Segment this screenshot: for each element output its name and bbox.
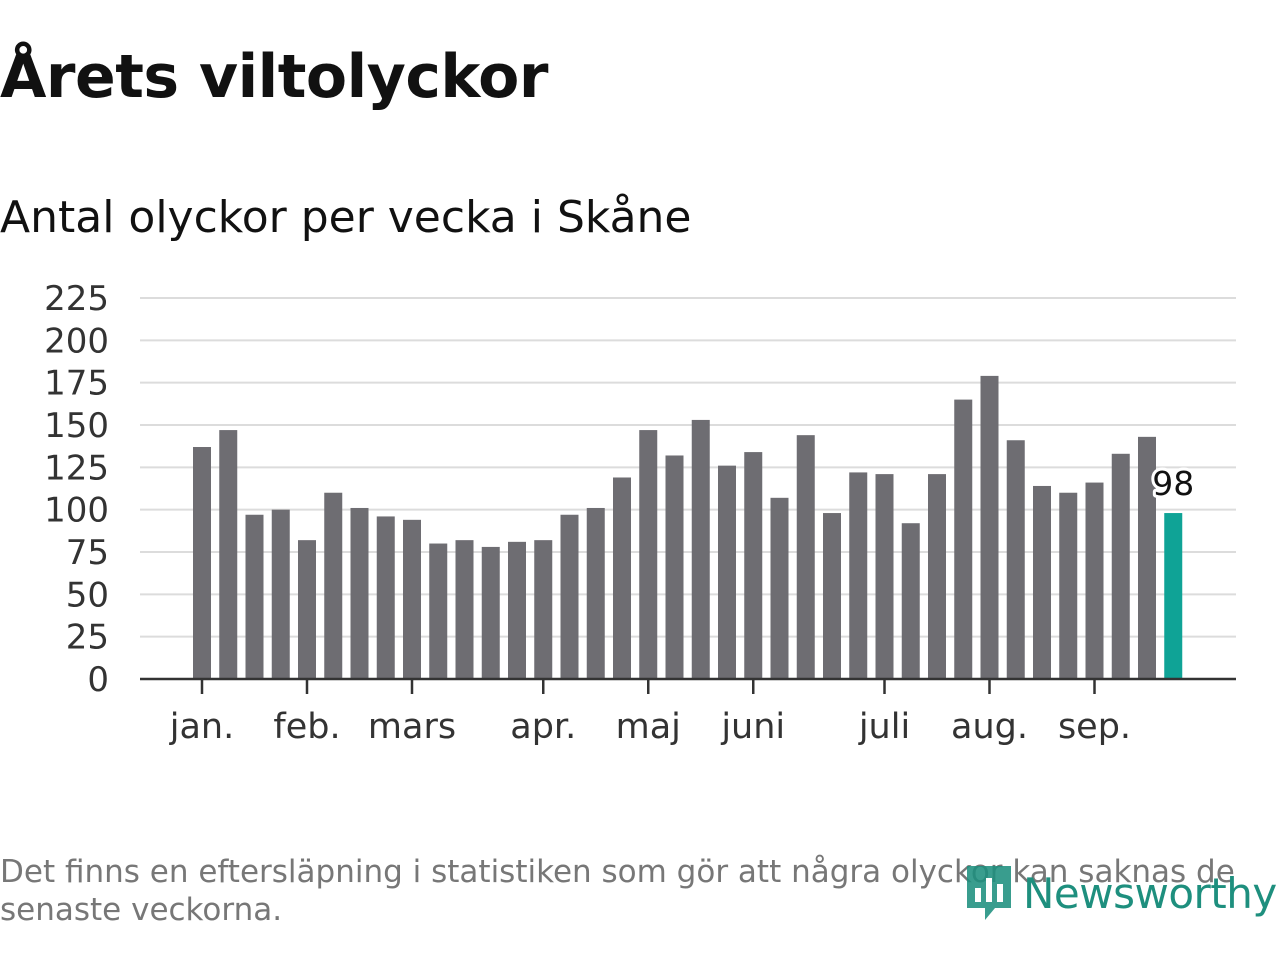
chart-subtitle: Antal olyckor per vecka i Skåne [0, 192, 692, 243]
x-tick-label: mars [368, 707, 456, 747]
bar [271, 509, 290, 679]
bar [718, 465, 736, 679]
bar [481, 546, 500, 679]
y-tick-label: 150 [44, 406, 109, 446]
y-tick-label: 100 [44, 491, 109, 531]
bar-highlight [1164, 513, 1183, 679]
bar [350, 507, 369, 679]
brand-name: Newsworthy [1023, 868, 1277, 918]
y-tick-label: 0 [87, 660, 109, 700]
bar [1033, 485, 1051, 679]
bar [455, 540, 474, 679]
bar [298, 540, 316, 679]
bar [1111, 453, 1130, 679]
x-tick-label: maj [616, 707, 681, 747]
y-tick-label: 50 [66, 575, 109, 615]
y-tick-label: 25 [66, 618, 109, 658]
x-tick-label: aug. [951, 707, 1028, 747]
bar [586, 507, 605, 679]
bar [1059, 492, 1078, 679]
gridlines [140, 297, 1236, 638]
bar [245, 514, 264, 679]
bar [901, 523, 920, 679]
y-tick-label: 125 [44, 448, 109, 488]
bar [744, 452, 763, 679]
bar [770, 497, 789, 679]
x-axis-ticks: jan. feb. mars apr. maj juni juli aug. sep. [169, 680, 1131, 747]
y-tick-label: 225 [44, 279, 109, 319]
bar [823, 513, 841, 679]
x-tick-label: sep. [1058, 707, 1131, 747]
x-tick-label: juni [720, 707, 785, 747]
bar [534, 540, 553, 679]
bar [219, 430, 238, 679]
bar [429, 543, 448, 679]
data-label: 98 [1152, 464, 1194, 503]
bar [560, 514, 579, 679]
bar [954, 399, 973, 679]
x-tick-label: apr. [510, 707, 576, 747]
bar [875, 474, 894, 679]
chart-title: Årets viltolyckor [0, 42, 549, 112]
x-tick-label: juli [858, 707, 910, 747]
bar-chart-logo-icon [967, 866, 1011, 920]
bar [403, 519, 421, 679]
bar [928, 474, 946, 679]
bar [376, 516, 395, 679]
bar [1085, 482, 1104, 679]
bar [324, 492, 343, 679]
bar [849, 472, 868, 679]
bar [665, 455, 684, 679]
bar [508, 541, 526, 679]
bar [1138, 436, 1156, 679]
bar [193, 447, 211, 679]
bar [796, 435, 815, 679]
bar [691, 419, 710, 679]
y-tick-label: 175 [44, 364, 109, 404]
x-tick-label: feb. [273, 707, 340, 747]
bars [193, 375, 1183, 679]
x-tick-label: jan. [169, 707, 234, 747]
y-tick-label: 75 [66, 533, 109, 573]
data-label-halo: 98 [1152, 464, 1194, 503]
bar [613, 477, 631, 679]
newsworthy-logo: Newsworthy [963, 862, 1277, 924]
y-tick-label: 200 [44, 321, 109, 361]
bar [1006, 440, 1025, 679]
bar [639, 430, 658, 679]
bar [980, 375, 999, 679]
footnote: Det finns en eftersläpning i statistiken… [0, 854, 1235, 928]
